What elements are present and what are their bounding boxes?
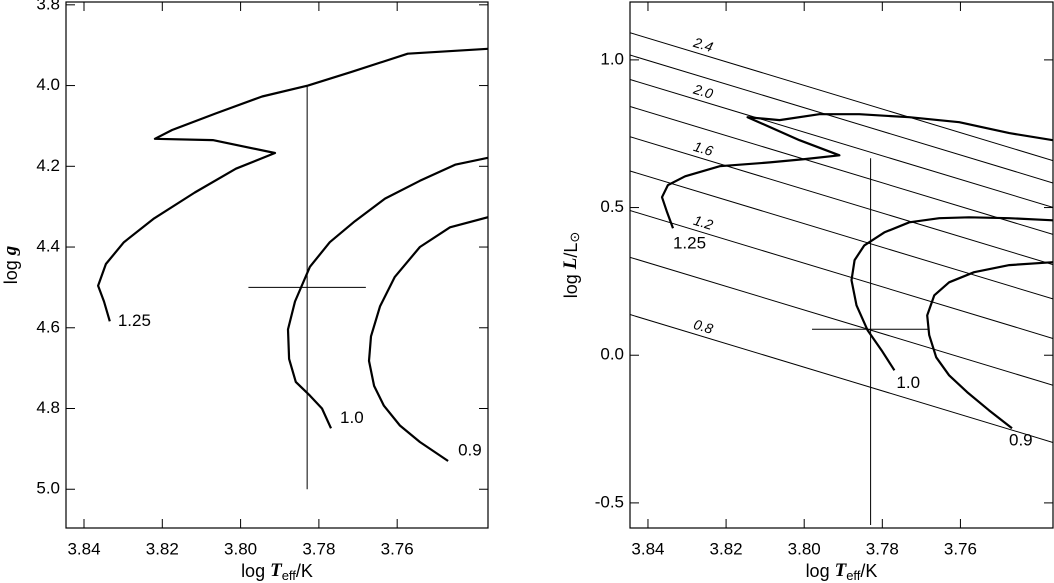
x-tick-label: 3.76: [381, 539, 414, 558]
radius-line: [630, 106, 1053, 235]
plot-frame: [629, 1, 1054, 529]
radius-line: [630, 256, 1053, 386]
axis-title-part: log: [806, 561, 835, 581]
y-tick-label: 4.8: [36, 398, 60, 417]
y-tick-label: 0.0: [600, 345, 624, 364]
radius-line: [630, 79, 1053, 208]
plot-area: [97, 47, 488, 490]
x-tick-label: 3.78: [302, 539, 335, 558]
y-tick-label: 4.0: [36, 75, 60, 94]
radius-line: [630, 210, 1053, 339]
axis-title-part: T: [270, 560, 283, 581]
y-tick-label: 5.0: [36, 479, 60, 498]
radius-label: 0.8: [692, 316, 715, 337]
axis-title-part: L: [560, 258, 581, 271]
track-label: 1.25: [118, 311, 151, 330]
axis-title-part: eff: [282, 568, 297, 583]
radius-label: 1.6: [692, 138, 715, 159]
panel: 1.25 1.0 0.9 3.84 3.82 3.80 3.78 3.76 3.8 4.0 4.2 4…: [0, 0, 489, 583]
track-line: [286, 156, 488, 429]
y-tick-label: 3.8: [36, 0, 60, 13]
axis-title-part: /L: [561, 243, 581, 258]
y-tick-label: -0.5: [595, 492, 624, 511]
x-tick-label: 3.80: [788, 539, 821, 558]
y-tick-label: 4.4: [36, 237, 60, 256]
track-label: 1.0: [896, 373, 920, 392]
y-tick-label: 4.6: [36, 317, 60, 336]
axis-title-part: /K: [860, 561, 877, 581]
x-tick-label: 3.80: [224, 539, 257, 558]
y-axis-title: log L/L⊙: [560, 232, 582, 299]
y-axis-title: log g: [0, 246, 21, 285]
panel: 0.8 1.2 1.6 2.0 2.4 1.25 1.0 0.9 3.84 3.82 3.80 3.7…: [560, 1, 1054, 583]
track-line: [97, 47, 488, 322]
track-line: [926, 261, 1053, 430]
radius-line: [630, 314, 1053, 443]
axis-title-part: eff: [846, 568, 861, 583]
axis-title-part: log: [561, 269, 581, 298]
x-tick-label: 3.82: [710, 539, 743, 558]
axis-title-part: /K: [296, 561, 313, 581]
track-label: 0.9: [458, 440, 482, 459]
y-tick-label: 0.5: [600, 197, 624, 216]
track-line: [367, 216, 488, 462]
axis-title-part: g: [0, 246, 21, 257]
radius-label: 2.4: [691, 34, 715, 55]
radius-line: [630, 170, 1053, 300]
x-axis-title: log Teff/K: [806, 560, 878, 583]
plot-area: [630, 32, 1053, 526]
track-label: 1.25: [673, 234, 706, 253]
plot-frame: [65, 1, 489, 529]
y-tick-label: 4.2: [36, 156, 60, 175]
radius-label: 2.0: [691, 81, 715, 102]
axis-title-part: log: [1, 255, 21, 284]
track-label: 0.9: [1009, 431, 1033, 450]
x-tick-label: 3.82: [146, 539, 179, 558]
x-tick-label: 3.78: [866, 539, 899, 558]
x-tick-label: 3.76: [944, 539, 977, 558]
axis-title-part: log: [241, 561, 270, 581]
axis-title-part: T: [835, 560, 848, 581]
track-line: [850, 216, 1053, 371]
track-line: [660, 113, 1053, 229]
radius-label: 1.2: [692, 212, 715, 233]
y-tick-label: 1.0: [600, 49, 624, 68]
x-tick-label: 3.84: [67, 539, 100, 558]
radius-line: [630, 136, 1053, 266]
track-label: 1.0: [340, 408, 364, 427]
x-axis-title: log Teff/K: [241, 560, 313, 583]
axis-title-part: ⊙: [567, 232, 582, 243]
x-tick-label: 3.84: [631, 539, 664, 558]
radius-line: [630, 32, 1053, 162]
radius-line: [630, 54, 1053, 184]
